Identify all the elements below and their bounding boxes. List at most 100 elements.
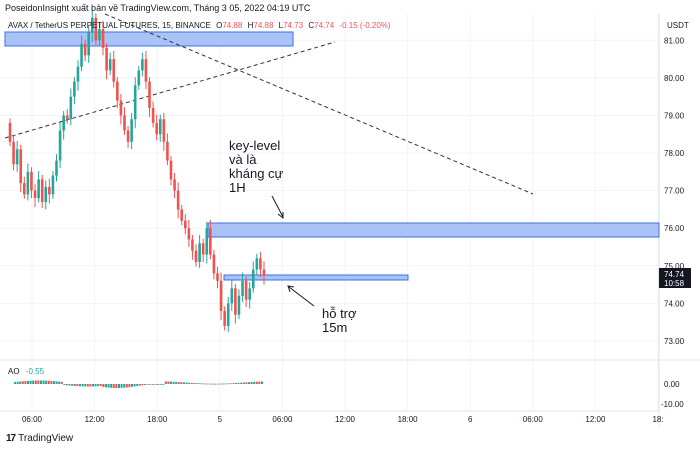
countdown: 10:58 <box>664 279 685 288</box>
candle-body <box>83 44 87 56</box>
ao-bar <box>136 384 139 387</box>
ao-bar <box>34 380 37 384</box>
candle-body <box>151 107 155 123</box>
ao-bar <box>76 384 79 387</box>
ao-bar <box>71 384 74 386</box>
time-axis[interactable]: 06:00 12:00 18:00 5 06:00 12:00 18:00 6 06:00 12:… <box>22 415 664 424</box>
resistance-zone-top[interactable] <box>4 31 294 47</box>
candle-body <box>8 122 12 142</box>
ao-bar <box>172 381 175 384</box>
candle-body <box>101 29 105 48</box>
candle-body <box>80 44 83 67</box>
ao-indicator-label[interactable]: AO -0.55 <box>8 367 45 376</box>
candle-body <box>105 47 108 71</box>
ao-histogram <box>14 380 263 388</box>
candle-body <box>123 115 126 131</box>
ao-bar <box>81 384 84 387</box>
ao-bar <box>89 384 92 387</box>
ao-bar <box>16 381 19 384</box>
ao-bar <box>94 384 97 387</box>
ao-bar <box>123 384 126 388</box>
candle-body <box>255 258 259 270</box>
ao-bar <box>159 384 162 385</box>
key-level-zone[interactable] <box>207 222 660 238</box>
ao-bar <box>102 384 105 387</box>
ao-bar <box>242 382 245 384</box>
candle-body <box>148 81 151 108</box>
candle-body <box>223 310 226 326</box>
ao-bar <box>253 381 256 384</box>
x-tick-label: 12:00 <box>85 415 106 424</box>
candle-body <box>209 228 212 255</box>
candle-body <box>144 59 148 82</box>
ao-bar <box>235 382 237 384</box>
candle-body <box>15 149 19 165</box>
ao-bar <box>97 384 100 387</box>
key-level-arrow <box>271 195 284 220</box>
vertical-grid <box>31 14 659 411</box>
candle-body <box>73 81 76 97</box>
ao-bar <box>107 384 110 388</box>
candle-body <box>212 254 216 274</box>
ao-bar <box>237 382 240 384</box>
candle-body <box>180 209 184 221</box>
candle-body <box>251 269 255 289</box>
x-tick-label: 6 <box>468 415 473 424</box>
support-zone-15m[interactable] <box>223 274 409 281</box>
ao-bar <box>201 383 204 385</box>
ao-bar <box>27 380 29 384</box>
ao-bar <box>188 382 191 384</box>
candle-body <box>237 295 241 315</box>
ao-name: AO <box>8 367 20 376</box>
ao-bar <box>138 384 141 386</box>
ao-bar <box>47 380 50 384</box>
ao-bar <box>216 383 219 385</box>
y-tick-label: 77.00 <box>664 187 685 196</box>
ao-bar <box>105 384 107 388</box>
candle-body <box>194 250 198 263</box>
ao-bar <box>190 382 193 384</box>
ao-bar <box>55 381 58 384</box>
ao-bar <box>118 384 120 388</box>
candle-body <box>183 220 187 229</box>
ascending-trendline[interactable] <box>4 41 336 139</box>
candle-body <box>37 179 40 199</box>
candle-body <box>176 190 180 210</box>
candle-body <box>262 269 266 276</box>
ao-bar <box>177 382 180 384</box>
price-axis[interactable]: 81.00 80.00 79.00 78.00 77.00 76.00 75.00 74.00… <box>664 36 685 346</box>
ao-bar <box>154 384 157 385</box>
current-price: 74.74 <box>664 270 685 279</box>
x-tick-label: 18:00 <box>147 415 168 424</box>
candle-body <box>51 175 55 195</box>
ao-bar <box>112 384 115 388</box>
y-tick-label: 78.00 <box>664 149 685 158</box>
ao-bar <box>196 383 198 384</box>
close-value: 74.74 <box>314 21 335 30</box>
currency-label: USDT <box>667 21 689 30</box>
ao-bar <box>164 381 167 384</box>
candle-body <box>230 288 234 304</box>
low-label: L <box>279 21 284 30</box>
candlestick-series <box>8 9 266 332</box>
x-tick-label: 12:00 <box>585 415 606 424</box>
ao-bar <box>167 381 170 384</box>
x-tick-label: 12:00 <box>335 415 356 424</box>
ao-bar <box>224 383 227 385</box>
candle-body <box>226 303 230 326</box>
ao-bar <box>229 383 232 385</box>
high-label: H <box>248 21 254 30</box>
candle-body <box>187 228 191 240</box>
symbol-ohlc-bar[interactable]: AVAX / TetherUS PERPETUAL FUTURES, 15, B… <box>8 21 391 30</box>
ao-bar <box>180 382 183 384</box>
key-level-note-line3: kháng cự <box>229 166 284 181</box>
ao-bar <box>149 384 152 385</box>
descending-trendline[interactable] <box>104 13 534 195</box>
candle-body <box>69 96 73 120</box>
tradingview-footer[interactable]: 17 TradingView <box>6 433 73 444</box>
x-tick-label: 06:00 <box>272 415 293 424</box>
x-tick-label: 06:00 <box>22 415 43 424</box>
candle-body <box>155 122 158 135</box>
candle-body <box>62 115 65 131</box>
